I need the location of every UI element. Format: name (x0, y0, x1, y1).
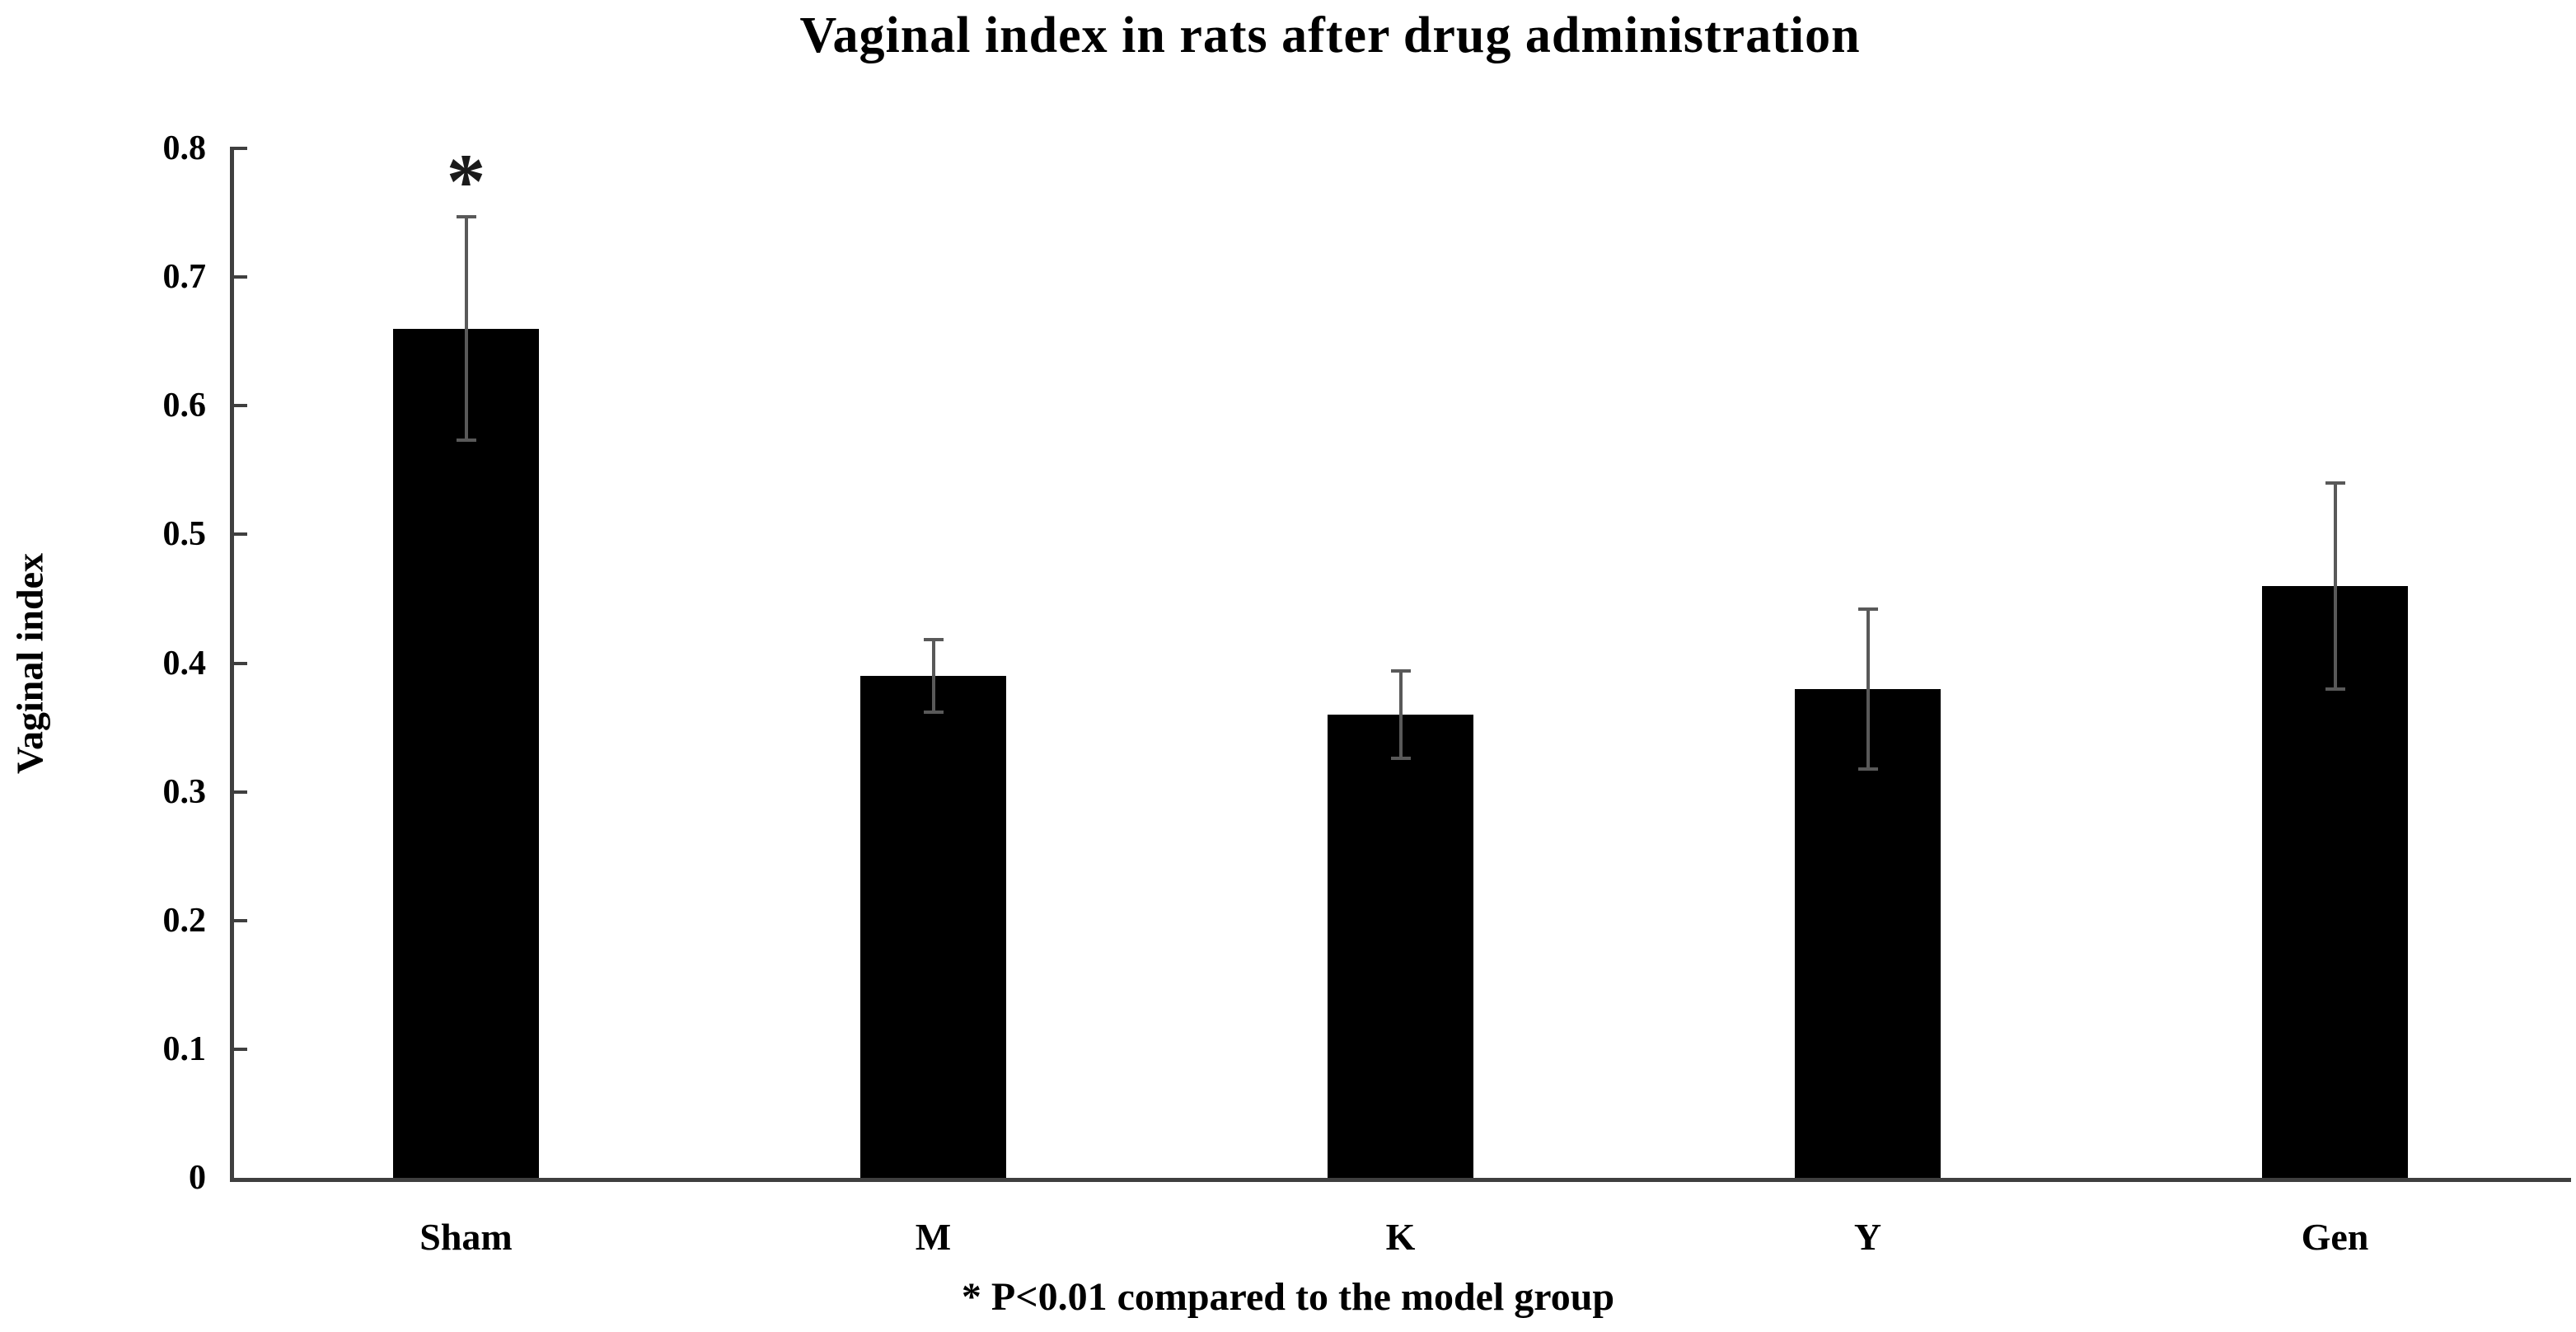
error-bar-cap-top-y (1857, 607, 1878, 611)
y-axis-title: Vaginal index (8, 552, 51, 775)
error-bar-gen (2333, 482, 2337, 689)
y-axis-line (230, 147, 234, 1181)
error-bar-k (1398, 670, 1403, 759)
error-bar-cap-bottom-m (923, 710, 944, 714)
y-tick-mark (232, 532, 247, 537)
x-label-gen: Gen (2301, 1216, 2369, 1258)
y-tick-mark (232, 918, 247, 922)
bar-k (1328, 714, 1473, 1178)
y-tick-label: 0.5 (162, 515, 207, 554)
x-label-m: M (915, 1216, 952, 1258)
y-tick-label: 0.3 (162, 772, 207, 811)
y-tick-label: 0.6 (162, 387, 207, 425)
error-bar-cap-top-m (923, 638, 944, 642)
significance-asterisk: * (446, 137, 486, 225)
error-bar-cap-bottom-sham (456, 439, 476, 443)
x-label-sham: Sham (419, 1216, 513, 1258)
x-axis-line (230, 1178, 2571, 1182)
y-tick-mark (232, 147, 247, 150)
error-bar-cap-bottom-k (1390, 757, 1411, 761)
error-bar-cap-bottom-gen (2325, 687, 2345, 691)
bar-m (860, 676, 1006, 1178)
y-tick-label: 0.2 (162, 901, 207, 940)
bar-y (1795, 688, 1941, 1178)
y-tick-mark (232, 404, 247, 408)
y-tick-label: 0 (189, 1159, 206, 1197)
y-tick-mark (232, 275, 247, 279)
error-bar-cap-top-sham (456, 214, 476, 218)
y-tick-mark (232, 790, 247, 794)
error-bar-cap-top-k (1390, 668, 1411, 673)
y-tick-mark (232, 661, 247, 665)
bar-sham (393, 328, 539, 1178)
y-tick-label: 0.8 (162, 129, 207, 167)
error-bar-cap-bottom-y (1857, 767, 1878, 771)
chart-title: Vaginal index in rats after drug adminis… (799, 7, 1861, 63)
y-tick-mark (232, 1047, 247, 1051)
footnote: * P<0.01 compared to the model group (961, 1275, 1615, 1319)
error-bar-sham (464, 216, 468, 441)
error-bar-m (931, 640, 935, 712)
error-bar-y (1866, 608, 1870, 769)
y-tick-label: 0.7 (162, 258, 207, 297)
error-bar-cap-top-gen (2325, 481, 2345, 485)
y-tick-label: 0.1 (162, 1029, 207, 1068)
y-tick-label: 0.4 (162, 644, 207, 682)
x-label-k: K (1385, 1216, 1416, 1258)
x-label-y: Y (1853, 1216, 1882, 1258)
